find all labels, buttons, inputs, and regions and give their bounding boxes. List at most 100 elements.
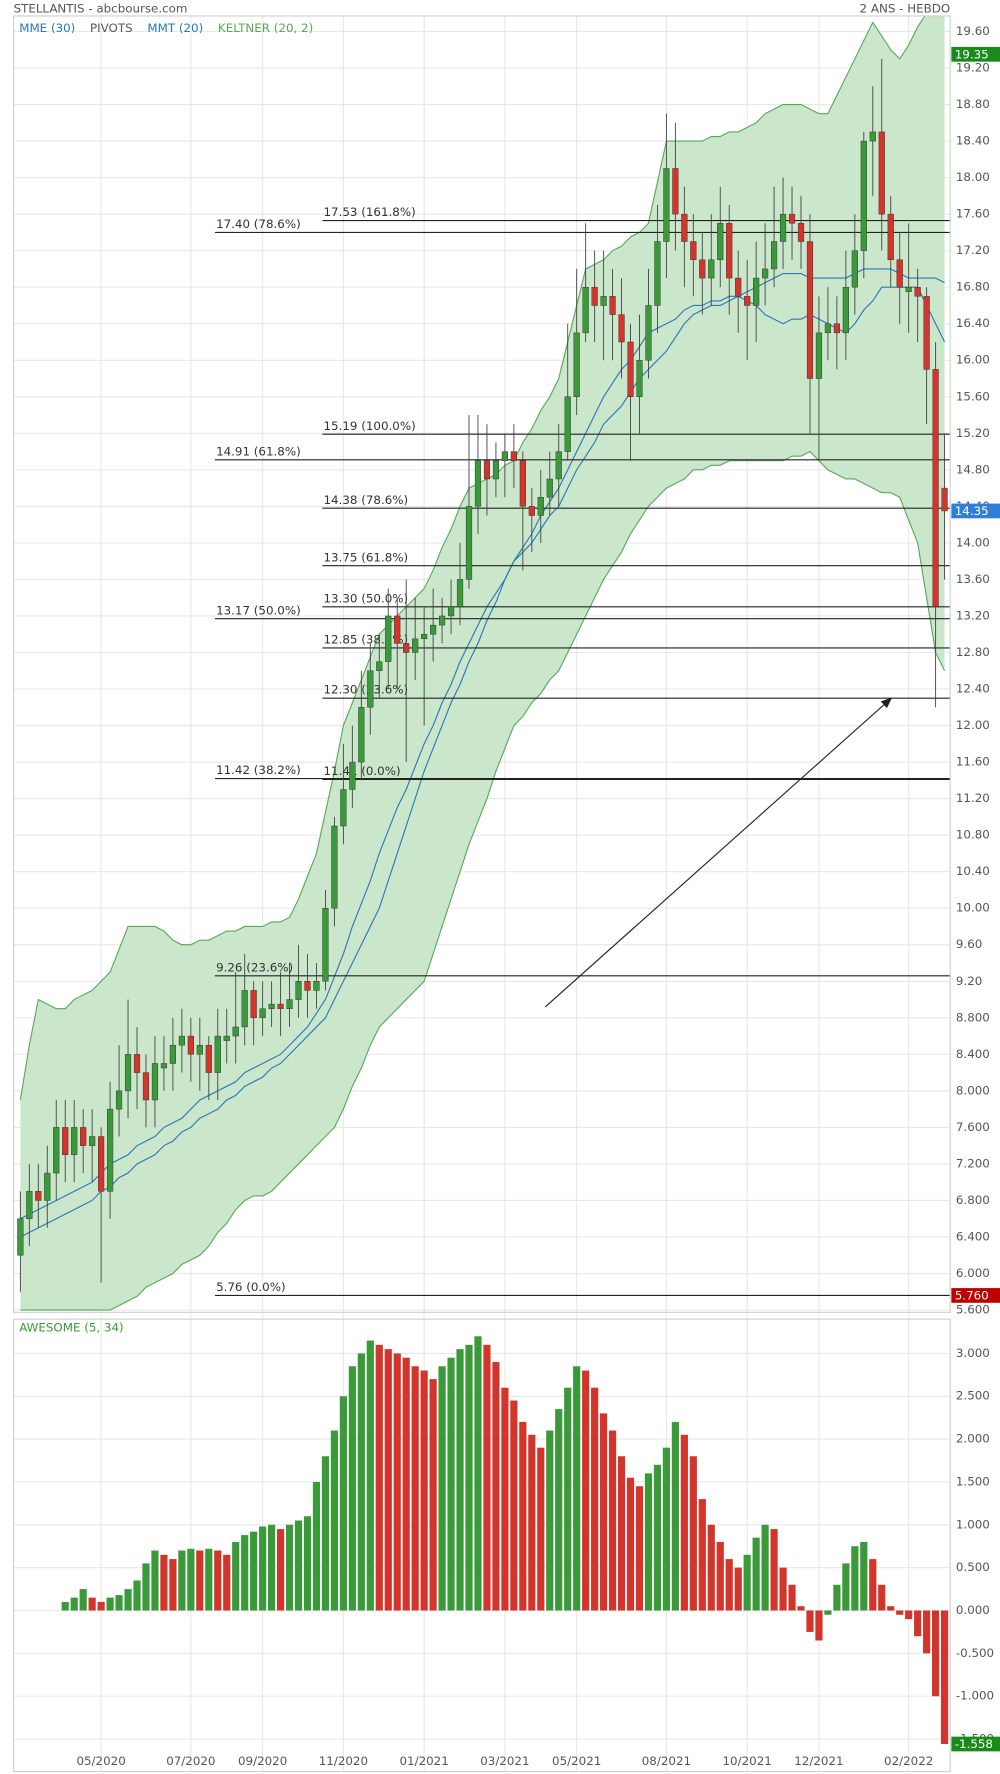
candle-body [214,1035,221,1073]
candle-body [412,638,419,653]
oscillator-bar [582,1370,590,1611]
oscillator-bar [348,1366,356,1611]
oscillator-bar [626,1477,635,1611]
y-tick-label: 13.20 [956,608,990,622]
candle-body [232,1026,239,1037]
oscillator-bar [528,1434,536,1611]
keltner-fill [20,15,945,1311]
oscillator-bar [124,1589,132,1611]
candle-body [636,360,643,398]
oscillator-bar [680,1434,688,1611]
candle-body [160,1063,168,1069]
oscillator-bar [878,1584,886,1611]
oscillator-bar [375,1344,383,1611]
moving-average [20,286,946,1238]
value-marker [951,503,1000,519]
moving-average [20,268,945,1220]
oscillator-bar [573,1366,581,1611]
pivot-label: 17.40 (78.6%) [216,217,301,231]
oscillator-bar [653,1464,662,1611]
candle-body [744,296,751,306]
candle-body [286,999,293,1009]
candle-body [663,168,670,242]
y-tick-label: -1.000 [956,1689,994,1703]
oscillator-bar [483,1344,491,1611]
x-tick-label: 01/2021 [400,1754,449,1768]
y-tick-label: 14.00 [956,535,990,549]
oscillator-bar [70,1597,78,1611]
value-marker-label: 5.760 [955,1289,989,1303]
candle-body [142,1072,150,1101]
oscillator-bar [142,1563,150,1611]
trend-arrow [544,697,893,1008]
candle-body [196,1044,203,1055]
oscillator-bar [869,1559,877,1611]
oscillator-bar [303,1516,312,1611]
candle-body [591,286,598,306]
y-tick-label: 13.60 [956,572,990,586]
y-tick-label: 17.60 [956,207,990,221]
oscillator-bar [671,1421,679,1611]
overlay: 05/2020 07/2020 09/2020 11/2020 01/2021 03/20… [19,21,1000,1768]
oscillator-bar [259,1526,267,1611]
oscillator-bar [88,1597,96,1611]
oscillator-bar [492,1361,500,1611]
y-tick-label: 16.00 [956,353,990,367]
oscillator-bar [321,1456,330,1611]
candle-body [860,140,867,251]
candle-body [340,789,347,827]
pivot-label: 11.42 (38.2%) [216,763,301,777]
oscillator-bar [617,1456,626,1611]
oscillator-panel [61,1336,949,1745]
oscillator-bar [851,1546,859,1611]
candle-body [564,396,571,452]
y-tick-label: 6.000 [956,1266,990,1280]
x-tick-label: 08/2021 [642,1754,691,1768]
value-marker [951,1736,1000,1752]
y-tick-label: 6.800 [956,1193,990,1207]
candle-body [833,323,840,334]
y-tick-label: 5.600 [956,1303,990,1317]
candle-body [223,1035,230,1041]
oscillator-bar [923,1610,931,1654]
x-tick-label: 07/2020 [166,1754,215,1768]
y-tick-label: 17.20 [956,243,990,257]
oscillator-bar [160,1554,168,1611]
value-marker-label: 19.35 [955,47,989,61]
oscillator-bar [519,1421,527,1611]
y-tick-label: 16.80 [956,280,990,294]
candle-body [403,643,410,653]
oscillator-bar [294,1520,303,1611]
y-tick-label: 12.80 [956,645,990,659]
candle-body [394,615,401,644]
y-tick-label: 18.80 [956,97,990,111]
oscillator-bar [698,1499,706,1611]
y-tick-label: 6.400 [956,1229,990,1243]
pivot-label: 13.30 (50.0%) [324,591,409,605]
candle-body [878,131,885,215]
y-tick-label: 9.20 [956,974,982,988]
oscillator-bar [635,1486,644,1611]
oscillator-bar [339,1396,347,1611]
x-tick-label: 05/2020 [76,1754,125,1768]
oscillator-bar [734,1567,742,1611]
candle-body [896,259,903,288]
oscillator-bar [600,1413,608,1611]
oscillator-bar [250,1531,258,1611]
oscillator-bar [465,1344,473,1611]
oscillator-bar [555,1409,563,1611]
oscillator-bar [797,1606,805,1611]
candle-body [385,615,392,662]
y-tick-label: 11.20 [956,791,990,805]
candle-body [779,213,787,242]
keltner-upper [19,15,926,1101]
oscillator-bar [106,1597,114,1611]
candle-body [277,1003,284,1009]
y-tick-label: 8.400 [956,1047,990,1061]
candle-body [510,451,517,461]
candle-body [205,1044,212,1073]
candle-body [501,451,508,461]
oscillator-bar [223,1554,231,1611]
